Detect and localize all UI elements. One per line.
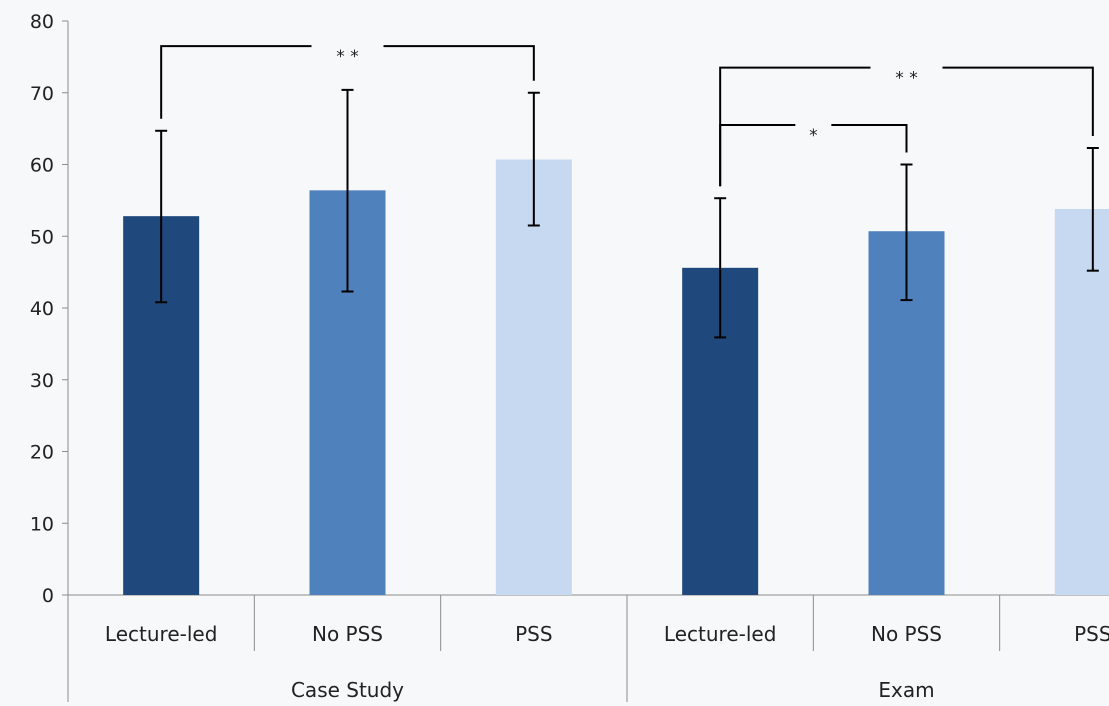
group-label: Exam (878, 678, 934, 702)
y-tick-label: 20 (30, 442, 54, 464)
y-tick-label: 0 (42, 585, 54, 607)
significance-label: * * (336, 47, 358, 67)
significance-bracket-left (160, 45, 312, 119)
category-label: PSS (515, 622, 552, 646)
significance-bracket-left (719, 124, 796, 187)
y-tick-label: 30 (30, 370, 54, 392)
y-tick-label: 70 (30, 83, 54, 105)
y-tick-label: 40 (30, 298, 54, 320)
category-label: No PSS (312, 622, 383, 646)
bar (1054, 208, 1109, 596)
significance-label: * * (895, 69, 917, 89)
category-label: Lecture-led (664, 622, 776, 646)
significance-label: * (809, 126, 818, 146)
y-tick-label: 80 (30, 11, 54, 33)
y-tick-label: 50 (30, 226, 54, 248)
category-label: PSS (1074, 622, 1109, 646)
category-label: Lecture-led (105, 622, 217, 646)
category-label: No PSS (871, 622, 942, 646)
y-tick-label: 60 (30, 155, 54, 177)
bar (495, 159, 572, 596)
significance-bracket-right (383, 45, 535, 81)
significance-bracket-right (831, 124, 908, 153)
group-label: Case Study (291, 678, 404, 702)
significance-bracket-left (719, 66, 871, 187)
y-tick-label: 10 (30, 513, 54, 535)
significance-bracket-right (942, 66, 1094, 136)
